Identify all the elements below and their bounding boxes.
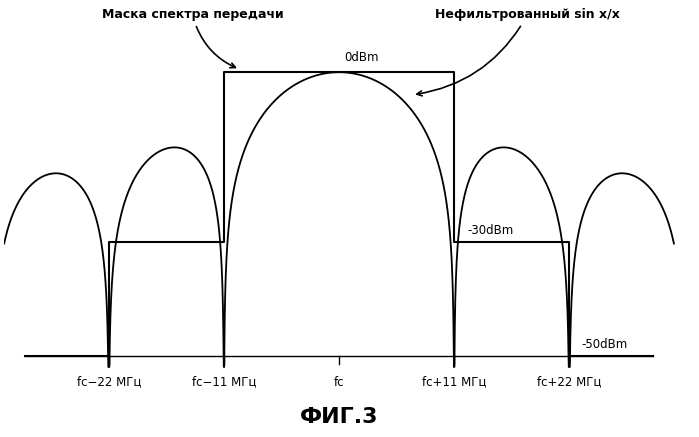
Text: 0dBm: 0dBm <box>345 51 379 64</box>
Text: fc+11 МГц: fc+11 МГц <box>422 375 487 388</box>
Text: -30dBm: -30dBm <box>468 225 514 237</box>
Text: fc: fc <box>334 375 345 388</box>
Text: Нефильтрованный sin x/x: Нефильтрованный sin x/x <box>417 8 620 96</box>
Text: fc−22 МГц: fc−22 МГц <box>77 375 141 388</box>
Text: -50dBm: -50dBm <box>582 338 628 351</box>
Text: ФИГ.3: ФИГ.3 <box>300 407 378 427</box>
Text: fc−11 МГц: fc−11 МГц <box>192 375 256 388</box>
Text: fc+22 МГц: fc+22 МГц <box>537 375 601 388</box>
Text: Маска спектра передачи: Маска спектра передачи <box>102 8 283 68</box>
